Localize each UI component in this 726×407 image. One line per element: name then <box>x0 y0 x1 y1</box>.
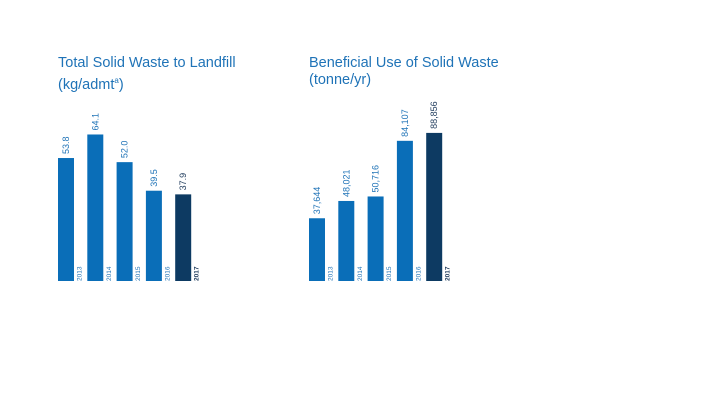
bar-2015 <box>367 196 384 281</box>
category-label-2017: 2017 <box>445 266 452 281</box>
chart-plot-area: 37,644 2013 48,021 2014 50,716 2015 84,107 2016… <box>309 101 452 281</box>
bar-2015 <box>116 162 133 281</box>
data-label-2013: 37,644 <box>312 187 322 215</box>
chart-title-main: Total Solid Waste to Landfill <box>58 55 236 71</box>
data-label-2016: 84,107 <box>400 109 410 137</box>
category-label-2016: 2016 <box>164 266 171 281</box>
category-label-2015: 2015 <box>386 266 393 281</box>
chart-subtitle-footnote: a <box>114 76 119 85</box>
chart-subtitle: (tonne/yr) <box>309 72 372 88</box>
chart-subtitle: (kg/admta) <box>58 72 236 94</box>
category-label-2013: 2013 <box>77 266 84 281</box>
bar-2017 <box>175 194 192 281</box>
category-label-2013: 2013 <box>328 266 335 281</box>
data-label-2013: 53.8 <box>61 136 71 154</box>
category-label-2015: 2015 <box>135 266 142 281</box>
bar-2017 <box>426 132 443 281</box>
chart-title: Beneficial Use of Solid Waste (tonne/yr) <box>309 55 499 89</box>
landfill-waste-chart: Total Solid Waste to Landfill (kg/admta)… <box>58 0 308 300</box>
data-label-2015: 50,716 <box>371 165 381 193</box>
bar-2014 <box>87 134 104 281</box>
bar-2016 <box>396 140 413 281</box>
chart-plot-area: 53.8 2013 64.1 2014 52.0 2015 39.5 2016 37.9 2017 <box>58 113 201 281</box>
category-label-2016: 2016 <box>415 266 422 281</box>
chart-title-main: Beneficial Use of Solid Waste <box>309 55 499 71</box>
chart-subtitle-close: ) <box>118 77 124 93</box>
data-label-2014: 64.1 <box>90 113 100 131</box>
data-label-2016: 39.5 <box>149 169 159 187</box>
chart-subtitle-text: (kg/admt <box>58 77 115 93</box>
category-label-2017: 2017 <box>194 266 201 281</box>
beneficial-use-chart: Beneficial Use of Solid Waste (tonne/yr)… <box>309 0 559 300</box>
category-label-2014: 2014 <box>106 266 113 281</box>
category-label-2014: 2014 <box>357 266 364 281</box>
data-label-2014: 48,021 <box>341 169 351 197</box>
chart-title: Total Solid Waste to Landfill (kg/admta) <box>58 55 236 94</box>
bar-2013 <box>309 218 325 281</box>
bar-2014 <box>338 200 355 281</box>
data-label-2017: 37.9 <box>178 173 188 191</box>
data-label-2017: 88,856 <box>429 101 439 129</box>
bar-2016 <box>145 190 162 281</box>
bar-2013 <box>58 158 74 281</box>
data-label-2015: 52.0 <box>120 141 130 159</box>
